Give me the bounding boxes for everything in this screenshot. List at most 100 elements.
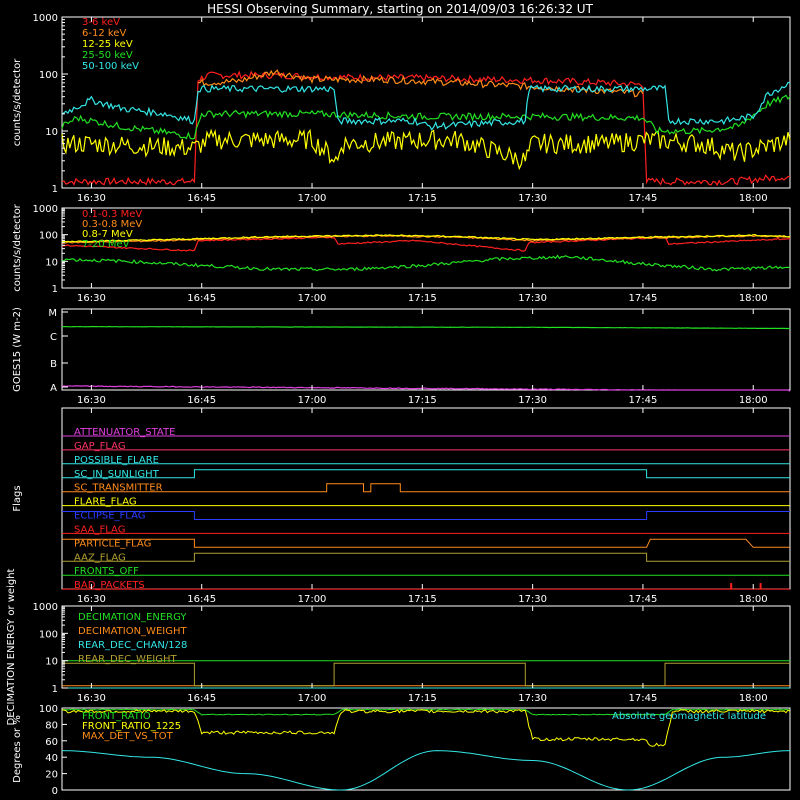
xtick-label: 17:15 — [408, 693, 437, 704]
panel3-frame — [61, 308, 791, 391]
ytick-label: 10 — [45, 257, 58, 268]
legend-label: 50-100 keV — [82, 61, 139, 72]
ytick-label: 100 — [39, 70, 58, 81]
flag-label: AAZ_FLAG — [74, 552, 126, 563]
series-line-3 — [61, 128, 791, 171]
xtick-label: 17:45 — [629, 193, 658, 204]
y-axis-label: Flags — [12, 485, 23, 511]
ytick-label: 1 — [52, 684, 58, 695]
ytick-label: 100 — [39, 629, 58, 640]
flag-line — [62, 552, 790, 562]
flag-line — [62, 538, 790, 548]
geomag-latitude-line — [61, 750, 791, 791]
decimation-line-4 — [62, 662, 790, 687]
series-line-2 — [61, 234, 791, 244]
flag-label: SAA_FLAG — [74, 524, 125, 535]
flag-label: POSSIBLE_FLARE — [74, 455, 159, 466]
y-axis-label: DECIMATION ENERGY or weight — [6, 568, 17, 725]
legend-label: REAR_DEC_CHAN/128 — [78, 640, 187, 651]
flag-label: SC_TRANSMITTER — [74, 483, 163, 494]
flag-label: PARTICLE_FLAG — [74, 538, 151, 549]
ytick-label: 1 — [52, 284, 58, 295]
ytick-label: 1000 — [33, 602, 58, 613]
ytick-label: 1000 — [33, 204, 58, 215]
panel1-frame — [61, 16, 791, 189]
xtick-label: 16:30 — [77, 193, 106, 204]
xtick-label: 16:30 — [77, 693, 106, 704]
xtick-label: 16:45 — [187, 193, 216, 204]
series-line-4 — [61, 254, 791, 272]
ytick-label: 40 — [45, 753, 58, 764]
xtick-label: 18:00 — [739, 693, 768, 704]
ytick-label: 100 — [39, 704, 58, 715]
xtick-label: 17:45 — [629, 293, 658, 304]
legend-label: DECIMATION_ENERGY — [78, 612, 187, 623]
flag-line — [62, 511, 790, 520]
goes-line-1 — [62, 325, 790, 330]
flag-label: FRONTS_OFF — [74, 566, 139, 577]
legend-label: 7-20 MeV — [82, 239, 130, 250]
ytick-label: 60 — [45, 737, 58, 748]
y-axis-label: counts/s/detector — [12, 203, 23, 291]
xtick-label: 16:45 — [187, 395, 216, 406]
xtick-label: 17:00 — [298, 193, 327, 204]
ratio-line-1 — [61, 708, 791, 716]
panel2-frame — [61, 207, 791, 289]
legend-label: 3-6 keV — [82, 17, 120, 28]
ytick-label: 1 — [52, 184, 58, 195]
xtick-label: 16:45 — [187, 594, 216, 605]
figure-title: HESSI Observing Summary, starting on 201… — [207, 2, 593, 16]
ytick-label: 20 — [45, 770, 58, 781]
ytick-label: C — [50, 332, 57, 343]
flag-line — [62, 483, 790, 493]
xtick-label: 17:45 — [629, 594, 658, 605]
xtick-label: 16:45 — [187, 693, 216, 704]
xtick-label: 16:30 — [77, 395, 106, 406]
xtick-label: 18:00 — [739, 293, 768, 304]
xtick-label: 17:45 — [629, 693, 658, 704]
xtick-label: 16:30 — [77, 293, 106, 304]
xtick-label: 17:15 — [408, 193, 437, 204]
xtick-label: 17:30 — [518, 693, 547, 704]
series-line-1 — [62, 236, 791, 252]
series-line-4 — [61, 94, 791, 140]
xtick-label: 17:00 — [298, 395, 327, 406]
series-line-5 — [61, 81, 791, 131]
legend-label: 0.1-0.3 MeV — [82, 209, 142, 220]
legend-label: 6-12 keV — [82, 28, 126, 39]
xtick-label: 18:00 — [739, 594, 768, 605]
ytick-label: M — [48, 308, 57, 319]
xtick-label: 17:00 — [298, 293, 327, 304]
ytick-label: 0 — [52, 786, 58, 797]
legend-label: DECIMATION_WEIGHT — [78, 626, 187, 637]
panel6-frame — [61, 707, 791, 791]
flag-label: ECLIPSE_FLAG — [74, 511, 145, 522]
flag-label: SC_IN_SUNLIGHT — [74, 469, 160, 480]
xtick-label: 16:45 — [187, 293, 216, 304]
xtick-label: 18:00 — [739, 395, 768, 406]
xtick-label: 17:15 — [408, 594, 437, 605]
series-line-2 — [198, 69, 644, 98]
flag-label: GAP_FLAG — [74, 441, 126, 452]
xtick-label: 17:30 — [518, 193, 547, 204]
xtick-label: 16:30 — [77, 594, 106, 605]
xtick-label: 17:15 — [408, 293, 437, 304]
flag-label: BAD_PACKETS — [74, 580, 145, 591]
flag-line — [62, 469, 790, 479]
legend-label: REAR_DEC_WEIGHT — [78, 654, 177, 665]
goes-line-2 — [61, 385, 791, 392]
ytick-label: 100 — [39, 231, 58, 242]
geomag-annotation: Absolute geomagnetic latitude — [612, 711, 766, 722]
xtick-label: 17:15 — [408, 395, 437, 406]
ytick-label: 10 — [45, 657, 58, 668]
ytick-label: B — [50, 359, 57, 370]
flag-label: FLARE_FLAG — [74, 497, 137, 508]
ytick-label: 80 — [45, 720, 58, 731]
ytick-label: 1000 — [33, 13, 58, 24]
ytick-label: 10 — [45, 127, 58, 138]
legend-label: 25-50 keV — [82, 50, 133, 61]
y-axis-label: Degrees or % — [12, 715, 23, 783]
ytick-label: A — [50, 383, 57, 394]
legend-label: 0.8-7 MeV — [82, 229, 133, 240]
